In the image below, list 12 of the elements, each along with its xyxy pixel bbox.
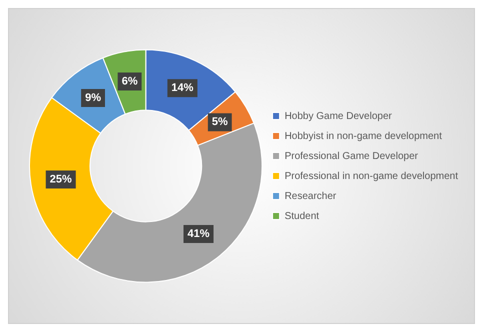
- legend-label: Hobby Game Developer: [284, 110, 393, 122]
- legend-label: Hobbyist in non-game development: [284, 130, 442, 142]
- legend-label: Professional Game Developer: [284, 150, 419, 162]
- legend-label: Professional in non-game development: [284, 170, 458, 182]
- data-label: 25%: [50, 173, 72, 186]
- data-label: 41%: [188, 228, 210, 240]
- legend-label: Student: [284, 210, 320, 222]
- data-label: 14%: [171, 82, 194, 94]
- data-label: 5%: [212, 116, 228, 128]
- data-label: 6%: [122, 76, 138, 88]
- legend-label: Researcher: [284, 190, 337, 202]
- data-label: 9%: [85, 92, 102, 104]
